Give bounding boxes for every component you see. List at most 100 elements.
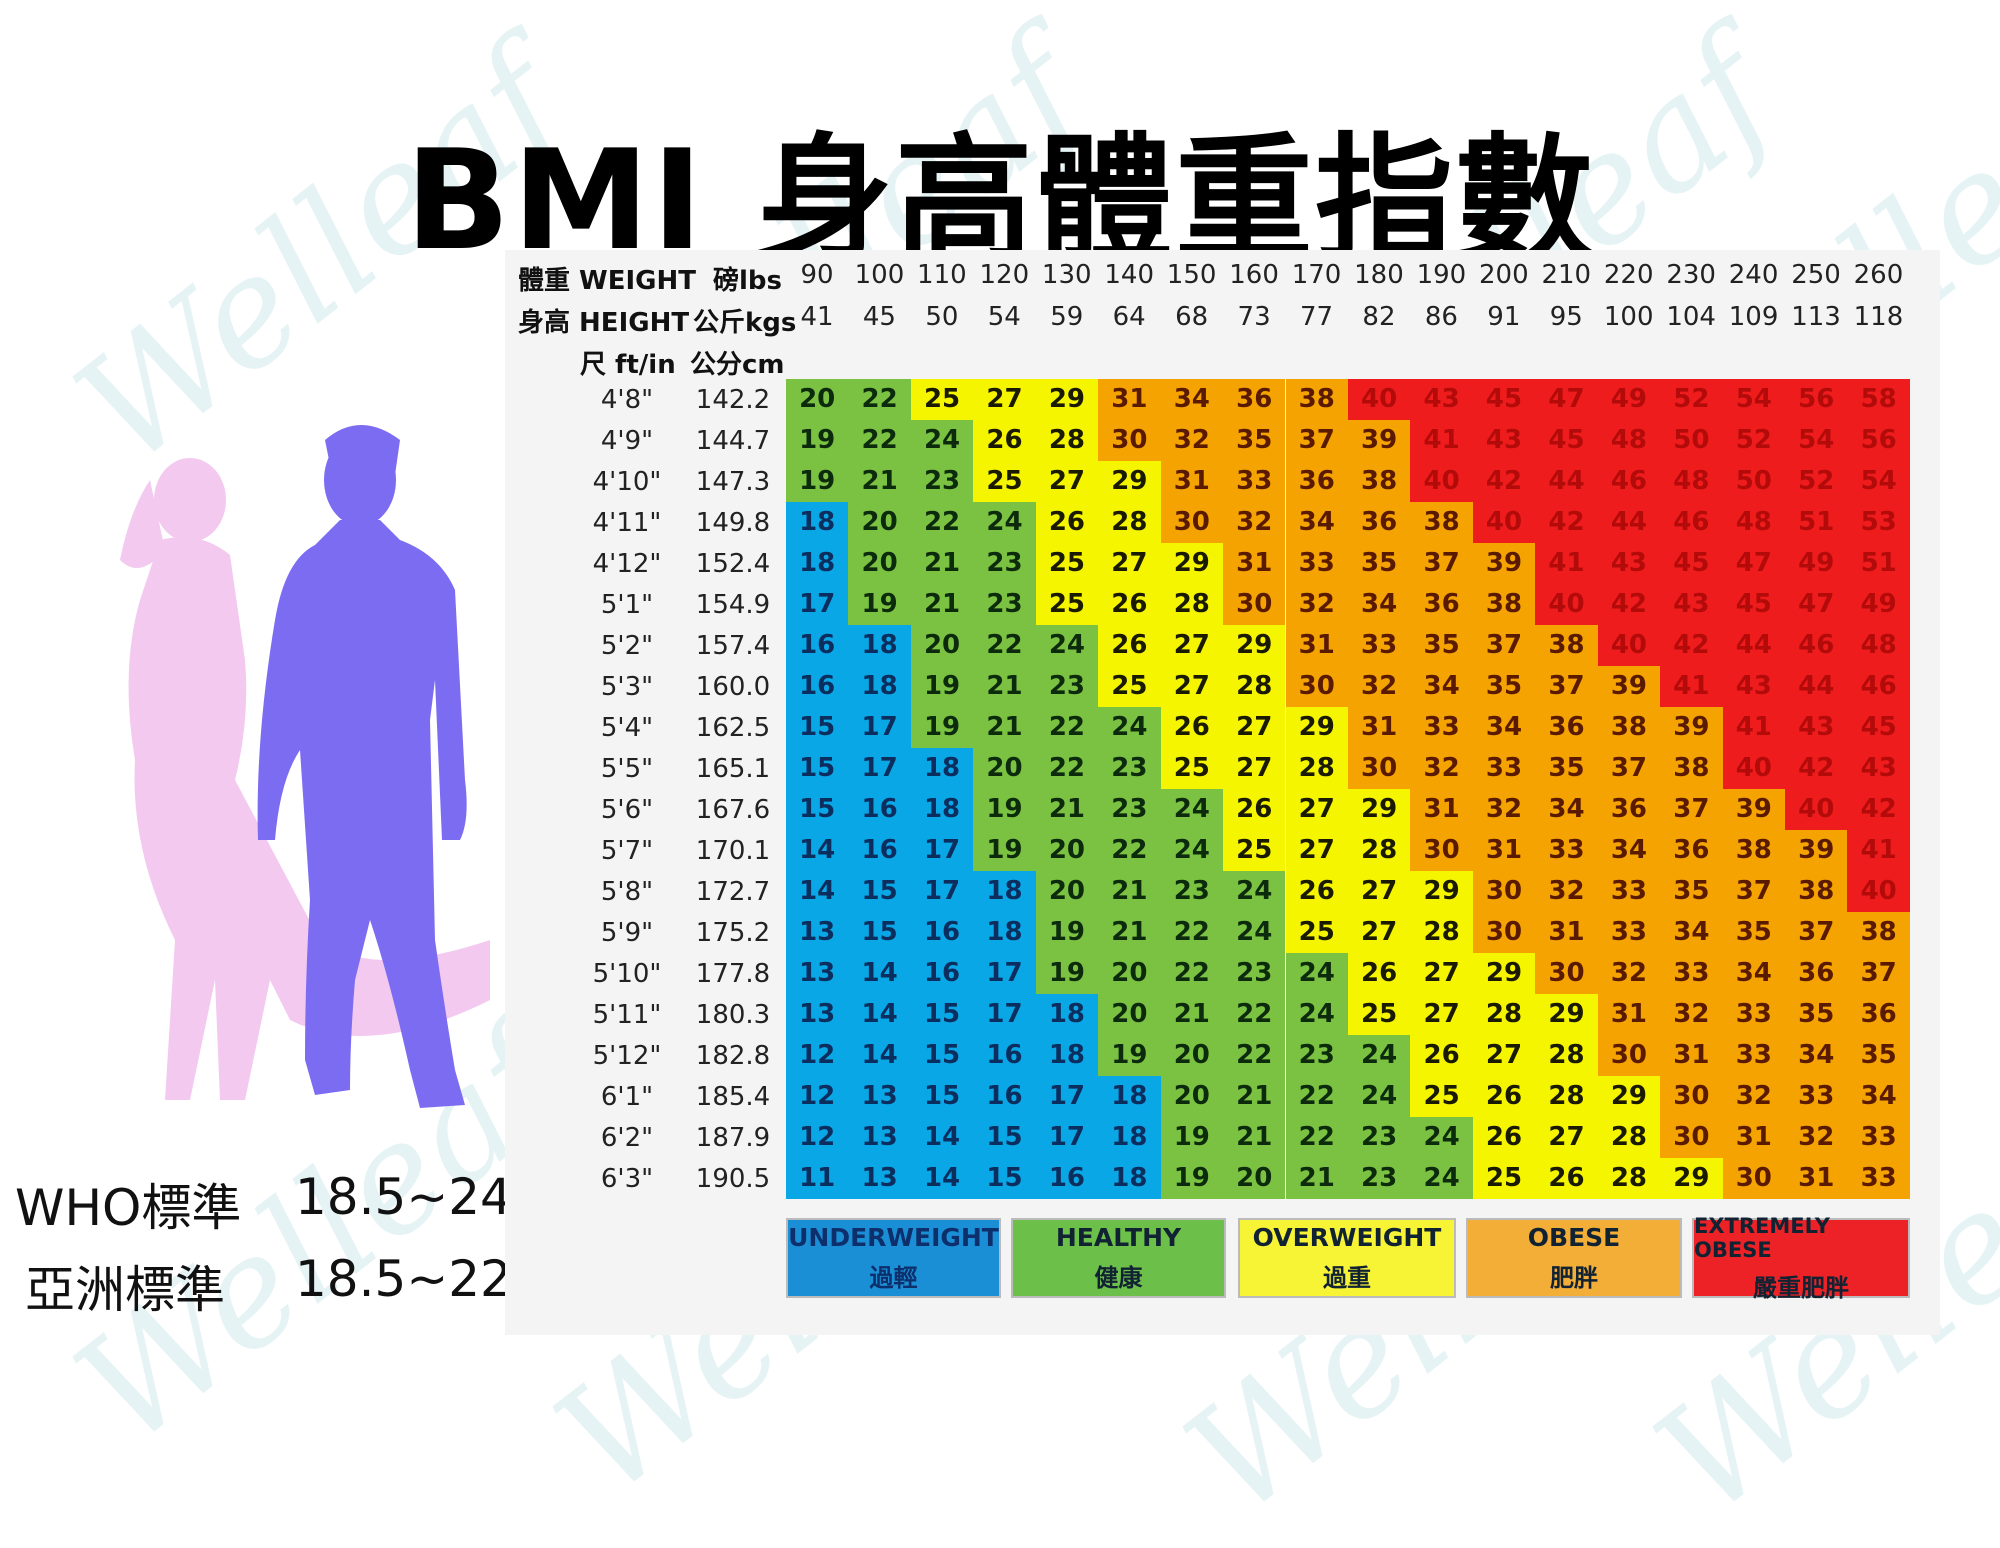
bmi-cell: 17	[848, 748, 911, 789]
bmi-cell: 32	[1347, 666, 1411, 707]
height-cm-label: 180.3	[695, 1000, 771, 1030]
bmi-cell: 51	[1847, 543, 1910, 584]
bmi-cell: 21	[910, 584, 974, 625]
bmi-cell: 25	[1223, 830, 1286, 871]
bmi-cell: 19	[1035, 912, 1099, 953]
bmi-cell: 42	[1597, 584, 1661, 625]
bmi-cell: 34	[1722, 953, 1785, 994]
bmi-cell: 21	[1160, 994, 1224, 1035]
weight-lbs-label: 100	[854, 260, 905, 290]
bmi-cell: 39	[1347, 420, 1411, 461]
weight-kgs-label: 64	[1112, 302, 1146, 332]
bmi-cell: 31	[1535, 912, 1598, 953]
bmi-cell: 13	[786, 994, 849, 1035]
weight-kgs-label: 82	[1362, 302, 1396, 332]
bmi-cell: 17	[973, 953, 1036, 994]
bmi-cell: 34	[1847, 1076, 1910, 1117]
bmi-cell: 21	[848, 461, 911, 502]
bmi-cell: 25	[910, 379, 974, 420]
bmi-cell: 33	[1472, 748, 1536, 789]
bmi-cell: 27	[1223, 748, 1286, 789]
bmi-cell: 47	[1535, 379, 1598, 420]
bmi-cell: 30	[1597, 1035, 1661, 1076]
bmi-cell: 22	[848, 379, 911, 420]
bmi-cell: 44	[1785, 666, 1848, 707]
bmi-cell: 19	[1098, 1035, 1161, 1076]
bmi-cell: 28	[1223, 666, 1286, 707]
legend-label-zh: 過重	[1323, 1264, 1371, 1292]
bmi-cell: 44	[1597, 502, 1661, 543]
bmi-cell: 16	[910, 912, 974, 953]
bmi-cell: 27	[1410, 953, 1473, 994]
bmi-cell: 40	[1535, 584, 1598, 625]
bmi-cell: 18	[786, 502, 849, 543]
bmi-cell: 35	[1472, 666, 1536, 707]
bmi-cell: 22	[1223, 1035, 1286, 1076]
legend-healthy: HEALTHY 健康	[1011, 1218, 1226, 1298]
bmi-cell: 17	[1035, 1117, 1099, 1158]
bmi-cell: 34	[1347, 584, 1411, 625]
bmi-cell: 31	[1597, 994, 1661, 1035]
bmi-cell: 21	[1098, 871, 1161, 912]
bmi-cell: 42	[1847, 789, 1910, 830]
bmi-cell: 40	[1722, 748, 1785, 789]
bmi-cell: 35	[1785, 994, 1848, 1035]
height-ftin-label: 5'5"	[600, 754, 654, 784]
weight-header-label: 體重 WEIGHT	[518, 266, 697, 296]
bmi-cell: 28	[1535, 1076, 1598, 1117]
bmi-cell: 15	[786, 707, 849, 748]
bmi-cell: 32	[1660, 994, 1723, 1035]
height-cm-label: 177.8	[695, 959, 771, 989]
weight-lbs-label: 220	[1603, 260, 1654, 290]
bmi-cell: 32	[1597, 953, 1661, 994]
bmi-cell: 30	[1160, 502, 1224, 543]
bmi-cell: 19	[848, 584, 911, 625]
height-ftin-label: 5'3"	[600, 672, 654, 702]
bmi-cell: 27	[1098, 543, 1161, 584]
bmi-cell: 30	[1347, 748, 1411, 789]
bmi-cell: 22	[973, 625, 1036, 666]
bmi-cell: 37	[1660, 789, 1723, 830]
bmi-cell: 38	[1472, 584, 1536, 625]
bmi-cell: 22	[848, 420, 911, 461]
bmi-cell: 20	[973, 748, 1036, 789]
bmi-cell: 28	[1410, 912, 1473, 953]
bmi-cell: 52	[1660, 379, 1723, 420]
weight-lbs-label: 110	[917, 260, 967, 290]
bmi-cell: 39	[1785, 830, 1848, 871]
bmi-cell: 31	[1098, 379, 1161, 420]
bmi-cell: 43	[1785, 707, 1848, 748]
bmi-cell: 19	[910, 707, 974, 748]
weight-lbs-label: 180	[1354, 260, 1404, 290]
bmi-cell: 12	[786, 1076, 849, 1117]
bmi-cell: 30	[1722, 1158, 1785, 1199]
bmi-cell: 15	[786, 789, 849, 830]
who-standard: WHO標準 18.5~24.9	[15, 1168, 560, 1240]
bmi-cell: 21	[910, 543, 974, 584]
height-ftin-label: 5'12"	[592, 1041, 662, 1071]
bmi-cell: 33	[1535, 830, 1598, 871]
bmi-cell: 33	[1597, 912, 1661, 953]
bmi-cell: 56	[1847, 420, 1910, 461]
legend-extremely-obese: EXTREMELY OBESE 嚴重肥胖	[1692, 1214, 1910, 1302]
bmi-cell: 33	[1722, 994, 1785, 1035]
woman-silhouette	[120, 458, 491, 1100]
height-ftin-label: 4'9"	[600, 426, 654, 456]
bmi-cell: 33	[1285, 543, 1348, 584]
bmi-cell: 13	[786, 953, 849, 994]
bmi-cell: 35	[1847, 1035, 1910, 1076]
bmi-cell: 25	[1472, 1158, 1536, 1199]
bmi-cell: 23	[1347, 1117, 1411, 1158]
bmi-cell: 28	[1347, 830, 1411, 871]
weight-lbs-label: 190	[1416, 260, 1467, 290]
bmi-cell: 33	[1847, 1117, 1910, 1158]
bmi-cell: 19	[1160, 1117, 1224, 1158]
bmi-cell: 16	[848, 830, 911, 871]
asia-standard-label: 亞洲標準	[25, 1261, 225, 1319]
bmi-cell: 15	[973, 1158, 1036, 1199]
bmi-cell: 15	[910, 1076, 974, 1117]
height-ftin-label: 6'2"	[600, 1123, 654, 1153]
bmi-cell: 32	[1285, 584, 1348, 625]
height-cm-label: 162.5	[695, 713, 771, 743]
bmi-cell: 23	[1347, 1158, 1411, 1199]
